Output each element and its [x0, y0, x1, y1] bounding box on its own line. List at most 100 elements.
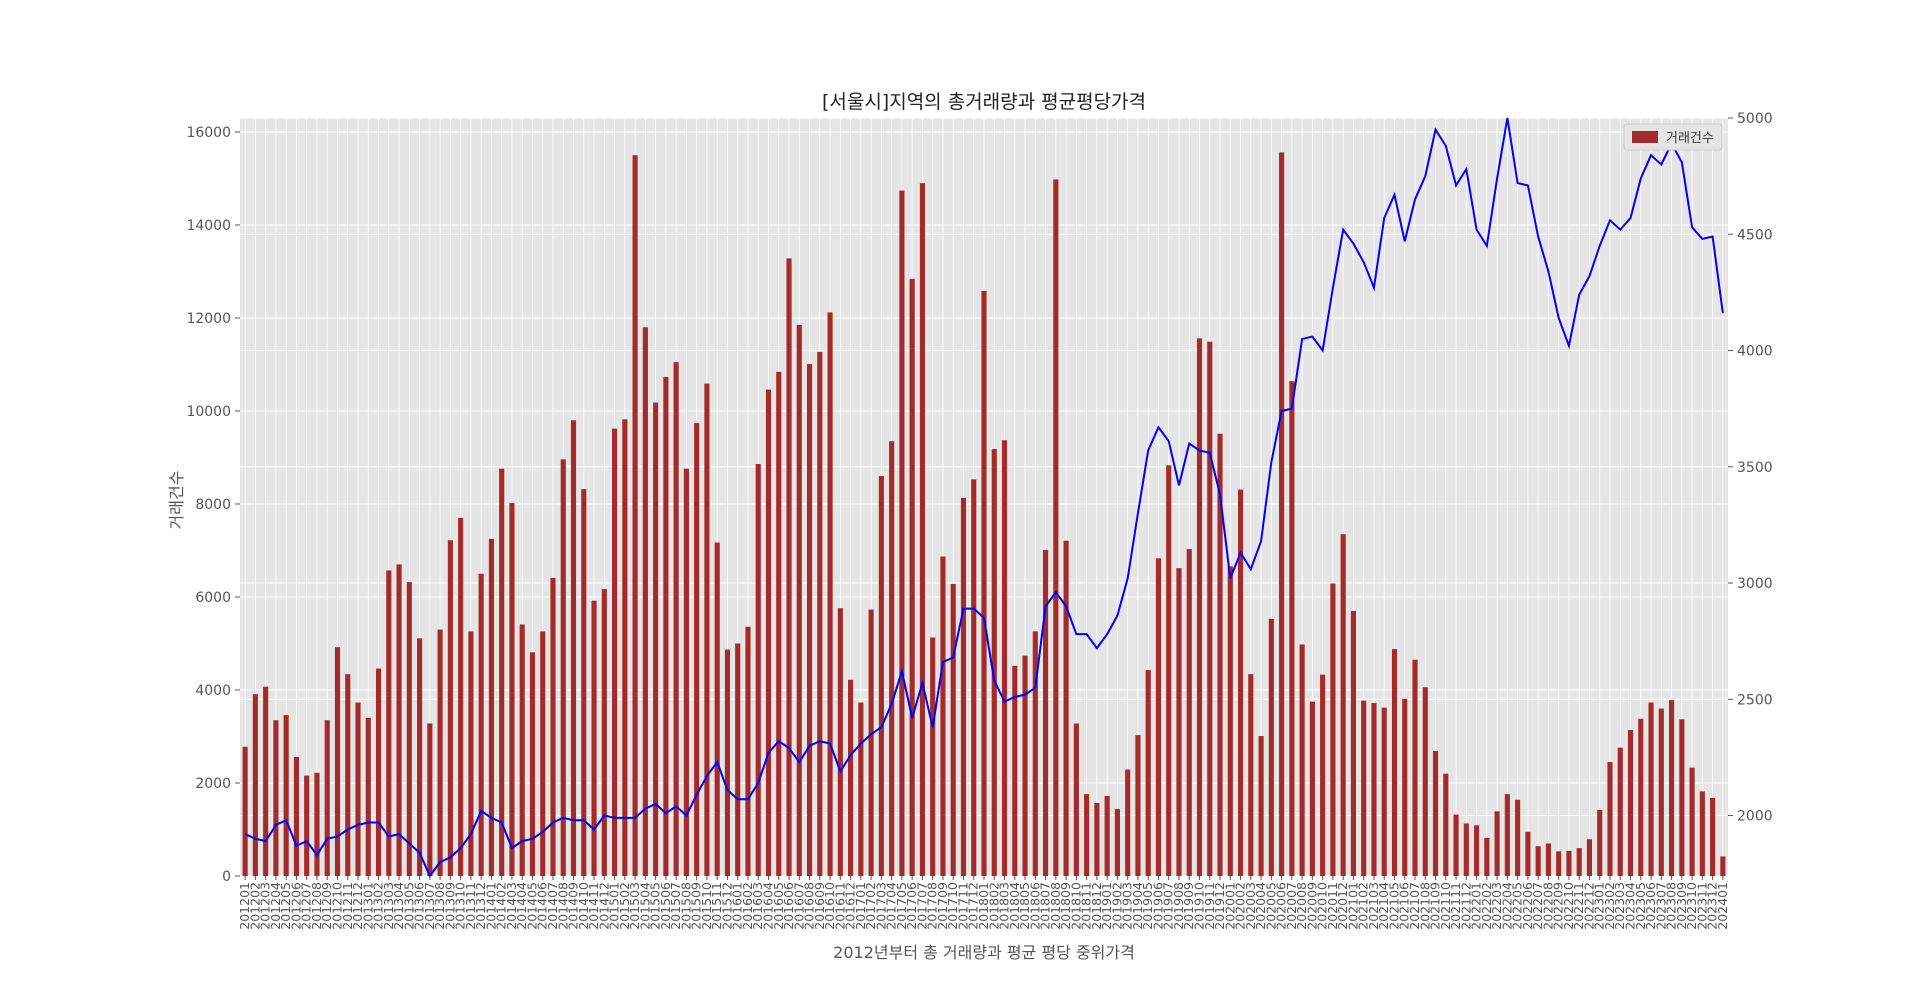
- y-tick-label: 8000: [195, 497, 231, 513]
- x-tick-label: 201605: [771, 882, 786, 930]
- bar-201806: [1032, 631, 1038, 876]
- bar-201512: [724, 649, 731, 876]
- bar-202110: [1443, 773, 1449, 876]
- bar-201407: [550, 577, 556, 876]
- x-tick-label: 201411: [586, 882, 601, 930]
- bar-201803: [1001, 440, 1008, 876]
- x-tick-label: 201703: [873, 882, 888, 930]
- bar-201212: [355, 702, 361, 876]
- y-tick-label: 16000: [186, 125, 231, 141]
- bar-202201: [1474, 825, 1480, 876]
- x-tick-label: 201709: [935, 882, 950, 930]
- x-tick-label: 202111: [1448, 882, 1463, 930]
- x-tick-label: 201311: [463, 882, 478, 930]
- x-tick-label: 201810: [1068, 882, 1083, 930]
- bar-201405: [529, 652, 536, 876]
- y-axis-label: 거래건수: [167, 471, 186, 530]
- bar-201910: [1196, 338, 1203, 876]
- x-tick-label: 201804: [1007, 882, 1022, 930]
- x-tick-label: 201606: [781, 882, 796, 930]
- x-tick-label: 201308: [432, 882, 447, 930]
- y2-tick-label: 3500: [1737, 460, 1773, 476]
- x-tick-label: 202109: [1428, 882, 1443, 930]
- x-tick-label: 201711: [955, 882, 970, 930]
- x-tick-label: 202001: [1222, 882, 1237, 930]
- bar-201310: [458, 517, 464, 876]
- bar-201510: [704, 383, 710, 876]
- legend-label-trades: 거래건수: [1666, 131, 1714, 146]
- bar-201502: [622, 419, 628, 876]
- bar-201606: [786, 258, 792, 876]
- x-tick-label: 202208: [1540, 882, 1555, 930]
- x-tick-label: 201306: [412, 882, 427, 930]
- bar-202206: [1525, 831, 1531, 876]
- x-tick-label: 201508: [678, 882, 693, 930]
- x-tick-label: 201202: [247, 882, 262, 930]
- bar-202301: [1597, 809, 1603, 876]
- bar-202211: [1576, 848, 1582, 876]
- bar-201707: [919, 183, 925, 876]
- bar-201709: [940, 556, 946, 876]
- bar-201308: [437, 629, 443, 876]
- x-tick-label: 201705: [894, 882, 909, 930]
- x-tick-label: 201412: [596, 882, 611, 930]
- bar-202304: [1627, 729, 1634, 876]
- x-tick-label: 201503: [627, 882, 642, 930]
- y-axis-right: 2000 2500 3000 3500 4000 4500 5000: [1728, 111, 1773, 825]
- x-tick-label: 202303: [1612, 882, 1627, 930]
- bar-202302: [1607, 762, 1613, 876]
- y-tick-label: 4000: [195, 683, 231, 699]
- bar-201810: [1073, 723, 1079, 876]
- x-tick-label: 202011: [1325, 882, 1340, 930]
- x-tick-label: 202012: [1335, 882, 1350, 930]
- bar-202109: [1432, 750, 1439, 876]
- price-line: [244, 117, 1724, 878]
- x-tick-label: 202307: [1653, 882, 1668, 930]
- bar-201404: [519, 624, 525, 876]
- bar-202310: [1689, 767, 1695, 876]
- x-tick-label: 202310: [1684, 882, 1699, 930]
- x-tick-label: 202207: [1530, 882, 1545, 930]
- bar-201203: [263, 686, 269, 876]
- y2-tick-label: 4500: [1737, 227, 1773, 243]
- bar-202212: [1586, 839, 1593, 876]
- chart-title: [서울시]지역의 총거래량과 평균평당가격: [822, 91, 1146, 113]
- x-tick-label: 201910: [1192, 882, 1207, 930]
- y-axis-left: 0 2000 4000 6000 8000 10000 12000 14000 16000: [186, 125, 240, 885]
- x-tick-label: 201211: [340, 882, 355, 930]
- x-tick-label: 201409: [566, 882, 581, 930]
- bar-201307: [427, 723, 433, 876]
- bar-202204: [1504, 794, 1510, 876]
- bar-201904: [1135, 735, 1141, 876]
- x-tick-label: 201706: [904, 882, 919, 930]
- x-tick-label: 202306: [1643, 882, 1658, 930]
- x-tick-label: 201710: [945, 882, 960, 930]
- x-tick-label: 201304: [391, 882, 406, 930]
- bar-201812: [1094, 802, 1100, 876]
- bar-202112: [1463, 823, 1469, 876]
- bar-201210: [334, 647, 341, 876]
- bar-202103: [1371, 703, 1377, 876]
- x-tick-label: 201205: [278, 882, 293, 930]
- bar-201903: [1125, 769, 1131, 876]
- bar-202007: [1289, 381, 1295, 876]
- x-tick-label: 202312: [1705, 882, 1720, 930]
- legend-box: [1623, 123, 1723, 151]
- x-tick-label: 201410: [576, 882, 591, 930]
- x-tick-label: 201812: [1089, 882, 1104, 930]
- x-tick-label: 201208: [309, 882, 324, 930]
- bar-202108: [1422, 687, 1428, 876]
- bar-202004: [1258, 736, 1264, 876]
- x-tick-label: 202009: [1304, 882, 1319, 930]
- x-tick-label: 202006: [1274, 882, 1289, 930]
- bar-202002: [1237, 489, 1244, 876]
- bar-201902: [1114, 809, 1120, 876]
- x-tick-label: 202002: [1233, 882, 1248, 930]
- bar-202308: [1668, 700, 1675, 876]
- x-tick-label: 202008: [1294, 882, 1309, 930]
- bar-201205: [283, 715, 289, 876]
- bar-201201: [242, 746, 248, 876]
- bar-201311: [468, 631, 474, 876]
- x-tick-label: 201401: [483, 882, 498, 930]
- x-tick-label: 201603: [750, 882, 765, 930]
